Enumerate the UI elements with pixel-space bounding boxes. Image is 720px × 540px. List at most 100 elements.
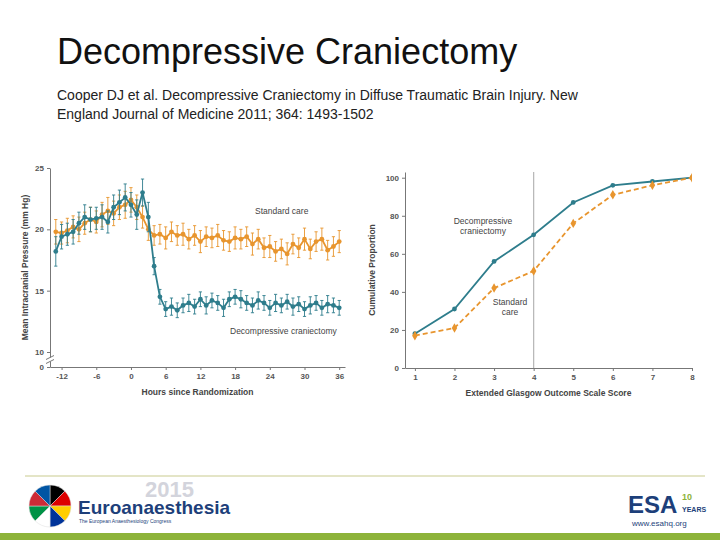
series: [53, 179, 341, 318]
marker: [279, 303, 284, 308]
citation-line: Cooper DJ et al. Decompressive Craniecto…: [57, 87, 579, 103]
tick-label: 15: [35, 287, 44, 296]
axis: 12345678: [406, 368, 696, 382]
marker: [244, 234, 249, 239]
marker: [186, 301, 191, 306]
marker: [181, 303, 186, 308]
error-bar: [239, 291, 242, 308]
error-bar: [141, 206, 144, 228]
error-bar: [280, 239, 283, 259]
marker: [273, 249, 278, 254]
marker: [238, 237, 243, 242]
marker: [134, 212, 139, 217]
marker: [169, 304, 174, 309]
error-bar: [153, 226, 156, 246]
marker: [123, 195, 128, 200]
y-axis-title: Mean Intracranial Pressure (mm Hg): [20, 195, 30, 341]
series-line: [415, 178, 692, 336]
error-bar: [129, 193, 132, 218]
anniversary-number: 10: [682, 492, 692, 502]
marker: [244, 301, 249, 306]
tick-label: -6: [93, 372, 101, 381]
marker: [325, 248, 330, 253]
marker: [262, 301, 267, 306]
error-bar: [286, 294, 289, 309]
marker: [491, 283, 496, 292]
marker: [204, 303, 209, 308]
error-bar: [297, 238, 300, 258]
tick-label: 5: [572, 373, 577, 382]
marker: [100, 215, 105, 220]
tick-mark: [534, 368, 535, 371]
tick: 80: [390, 212, 405, 221]
error-bar: [170, 222, 173, 242]
marker: [291, 242, 296, 247]
marker: [296, 302, 301, 307]
tick-label: 3: [492, 373, 497, 382]
marker: [531, 232, 536, 237]
marker: [285, 299, 290, 304]
error-bar: [158, 224, 161, 244]
citation-line: England Journal of Medicine 2011; 364: 1…: [57, 106, 374, 122]
error-bar: [245, 296, 248, 311]
series: [53, 188, 341, 265]
axis-break-mark: [46, 356, 54, 360]
logo-segment: [50, 491, 71, 506]
error-bar: [193, 226, 196, 246]
marker: [262, 245, 267, 250]
tick: 0: [129, 367, 134, 381]
error-bar: [320, 300, 323, 315]
error-bar: [228, 292, 231, 307]
error-bar: [181, 223, 184, 245]
tick-mark: [494, 368, 495, 371]
error-bar: [268, 300, 271, 315]
marker: [308, 247, 313, 252]
marker: [267, 305, 272, 310]
error-bar: [291, 298, 294, 315]
series: [413, 175, 692, 336]
y-axis-title: Cumulative Proportion: [367, 224, 377, 316]
error-bar: [187, 229, 190, 249]
tick-label: 0: [40, 363, 45, 372]
series-line: [56, 200, 339, 254]
marker: [412, 331, 417, 340]
marker: [285, 251, 290, 256]
error-bar: [309, 239, 312, 259]
tick: 40: [390, 288, 405, 297]
tick: 12: [196, 367, 205, 381]
error-bar: [291, 234, 294, 254]
error-bar: [164, 302, 167, 317]
error-bar: [233, 227, 236, 249]
error-bar: [274, 294, 277, 311]
marker: [77, 221, 82, 226]
error-bar: [245, 227, 248, 247]
tick: 3: [492, 368, 497, 382]
error-bar: [141, 179, 144, 206]
error-bar: [181, 298, 184, 313]
marker: [227, 239, 232, 244]
marker: [215, 233, 220, 238]
anniversary-unit: YEARS: [682, 506, 706, 513]
marker: [140, 190, 145, 195]
series-label: Standard care: [255, 206, 309, 216]
tick-mark: [131, 367, 132, 370]
tick-mark: [692, 368, 693, 371]
axis-line: [405, 173, 406, 369]
plot-area: [412, 172, 692, 368]
error-bar: [176, 303, 179, 318]
congress-subtitle: The European Anaesthesiology Congress: [79, 518, 172, 524]
error-bar: [83, 205, 86, 230]
logo-segment: [29, 506, 50, 521]
error-bar: [332, 298, 335, 313]
marker: [689, 173, 692, 182]
error-bar: [274, 242, 277, 262]
marker: [291, 304, 296, 309]
marker: [331, 303, 336, 308]
tick-mark: [305, 367, 306, 370]
tick-label: 8: [690, 373, 695, 382]
tick-label: 80: [390, 212, 399, 221]
error-bar: [193, 299, 196, 314]
tick-label: 4: [532, 373, 537, 382]
error-bar: [286, 243, 289, 265]
plot-area: [53, 179, 341, 318]
